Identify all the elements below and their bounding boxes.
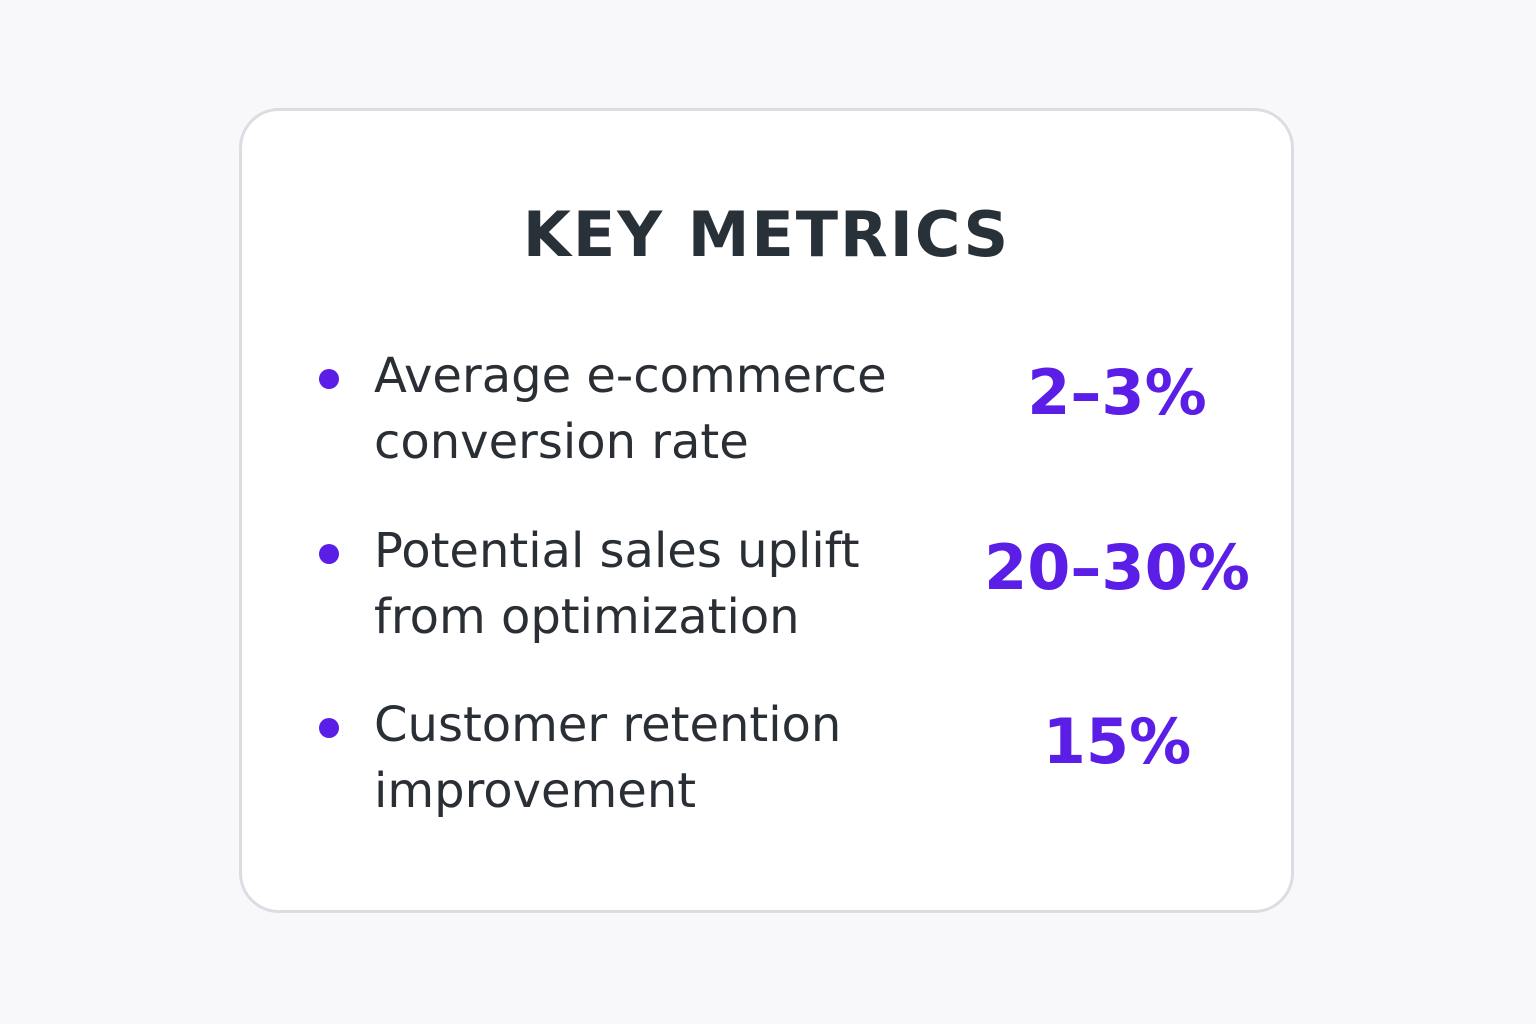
metric-item: Potential sales uplift from optimization… (242, 518, 1291, 658)
metric-value: 2–3% (1027, 356, 1207, 429)
bullet-dot-icon (319, 718, 339, 738)
card-title: KEY METRICS (522, 198, 1011, 271)
metric-value: 20–30% (984, 531, 1250, 604)
metric-label-line: Customer retention (374, 697, 842, 753)
metric-label: Customer retention improvement (374, 692, 974, 824)
metric-item: Customer retention improvement 15% (242, 692, 1291, 832)
metric-value: 15% (1042, 705, 1192, 778)
metric-label-line: improvement (374, 763, 697, 819)
metric-label: Average e-commerce conversion rate (374, 343, 974, 475)
metric-label-line: from optimization (374, 589, 800, 645)
metric-label-line: conversion rate (374, 414, 749, 470)
key-metrics-card: KEY METRICS Average e-commerce conversio… (239, 108, 1294, 913)
metric-label: Potential sales uplift from optimization (374, 518, 974, 650)
metric-item: Average e-commerce conversion rate 2–3% (242, 343, 1291, 483)
bullet-dot-icon (319, 369, 339, 389)
metric-label-line: Potential sales uplift (374, 523, 860, 579)
metric-label-line: Average e-commerce (374, 348, 887, 404)
bullet-dot-icon (319, 544, 339, 564)
